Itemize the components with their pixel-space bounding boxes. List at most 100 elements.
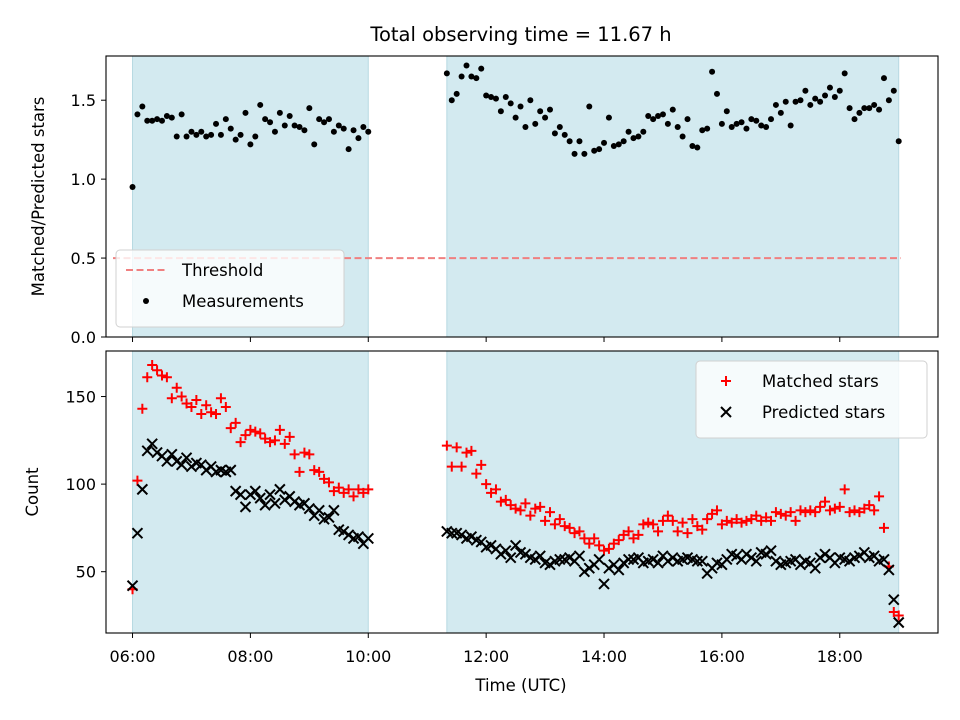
data-point — [797, 97, 804, 104]
data-point — [574, 526, 585, 537]
data-point — [878, 553, 890, 566]
data-point — [826, 84, 833, 91]
data-point — [365, 128, 372, 135]
data-point — [610, 142, 617, 149]
data-point — [259, 499, 271, 511]
data-point — [245, 424, 256, 435]
data-point — [158, 117, 165, 124]
data-point — [522, 124, 529, 131]
data-point — [589, 533, 600, 544]
data-point — [509, 539, 522, 552]
data-point — [188, 128, 195, 135]
data-point — [345, 146, 352, 153]
y-tick-label: 150 — [65, 388, 96, 407]
data-point — [535, 501, 546, 512]
data-point — [163, 112, 170, 119]
data-point — [173, 133, 180, 140]
data-point — [211, 409, 222, 420]
data-point — [805, 505, 816, 516]
data-point — [198, 128, 205, 135]
data-point — [316, 116, 323, 123]
data-point — [213, 120, 220, 127]
data-point — [239, 501, 252, 513]
data-point — [655, 112, 662, 119]
data-point — [810, 507, 821, 518]
data-point — [659, 111, 666, 118]
y-tick-label: 1.0 — [71, 170, 96, 189]
data-point — [674, 124, 681, 131]
data-point — [222, 116, 229, 123]
data-point — [203, 133, 210, 140]
data-point — [713, 90, 720, 97]
data-point — [652, 557, 664, 569]
data-point — [672, 526, 683, 537]
data-point — [481, 479, 492, 490]
data-point — [161, 372, 172, 383]
data-point — [542, 114, 549, 121]
data-point — [895, 138, 902, 145]
data-point — [691, 555, 704, 567]
plot-frame — [105, 55, 939, 338]
data-point — [623, 526, 634, 537]
data-point — [829, 503, 840, 514]
data-point — [217, 131, 224, 138]
data-point — [645, 112, 652, 119]
data-point — [242, 109, 249, 116]
data-point — [772, 101, 779, 108]
legend-box — [695, 360, 928, 439]
data-point — [551, 130, 558, 137]
data-point — [876, 106, 883, 113]
legend-label: Predicted stars — [762, 403, 885, 422]
data-point — [546, 106, 553, 113]
data-point — [235, 437, 246, 448]
data-point — [126, 580, 139, 592]
data-point — [451, 442, 462, 453]
data-point — [849, 505, 860, 516]
data-point — [697, 524, 708, 535]
data-point — [313, 504, 325, 517]
data-point — [161, 455, 173, 468]
data-point — [323, 477, 334, 488]
data-point — [792, 98, 799, 105]
data-point — [291, 122, 298, 129]
data-point — [682, 528, 693, 539]
data-point — [466, 445, 477, 456]
data-point — [643, 517, 654, 528]
data-point — [648, 519, 659, 530]
y-tick-label: 50 — [76, 563, 96, 582]
data-point — [201, 400, 212, 411]
data-point — [591, 147, 598, 154]
data-point — [598, 578, 610, 590]
data-point — [809, 562, 821, 574]
series-predicted-stars — [126, 438, 905, 629]
data-point — [704, 125, 711, 132]
legend-box — [115, 249, 345, 328]
legend: Matched stars Predicted stars — [695, 360, 928, 439]
data-point — [137, 403, 148, 414]
data-point — [633, 529, 644, 540]
data-point — [520, 498, 531, 509]
data-point — [696, 555, 708, 567]
data-point — [721, 515, 732, 526]
data-point — [694, 144, 701, 151]
data-point — [866, 105, 873, 112]
data-point — [471, 468, 482, 479]
data-point — [581, 150, 588, 157]
x-tick-label: 18:00 — [817, 647, 863, 666]
data-point — [664, 120, 671, 127]
data-point — [136, 483, 149, 496]
data-point — [230, 417, 241, 428]
data-point — [709, 68, 716, 75]
data-point — [149, 117, 156, 124]
data-point — [864, 500, 875, 511]
data-point — [880, 75, 887, 82]
data-point — [262, 116, 269, 123]
data-point — [559, 521, 570, 532]
data-point — [490, 484, 501, 495]
data-point — [180, 452, 193, 464]
data-point — [350, 127, 357, 134]
data-point — [225, 464, 237, 476]
data-point — [328, 504, 340, 517]
data-point — [888, 594, 900, 606]
data-point — [711, 505, 722, 516]
